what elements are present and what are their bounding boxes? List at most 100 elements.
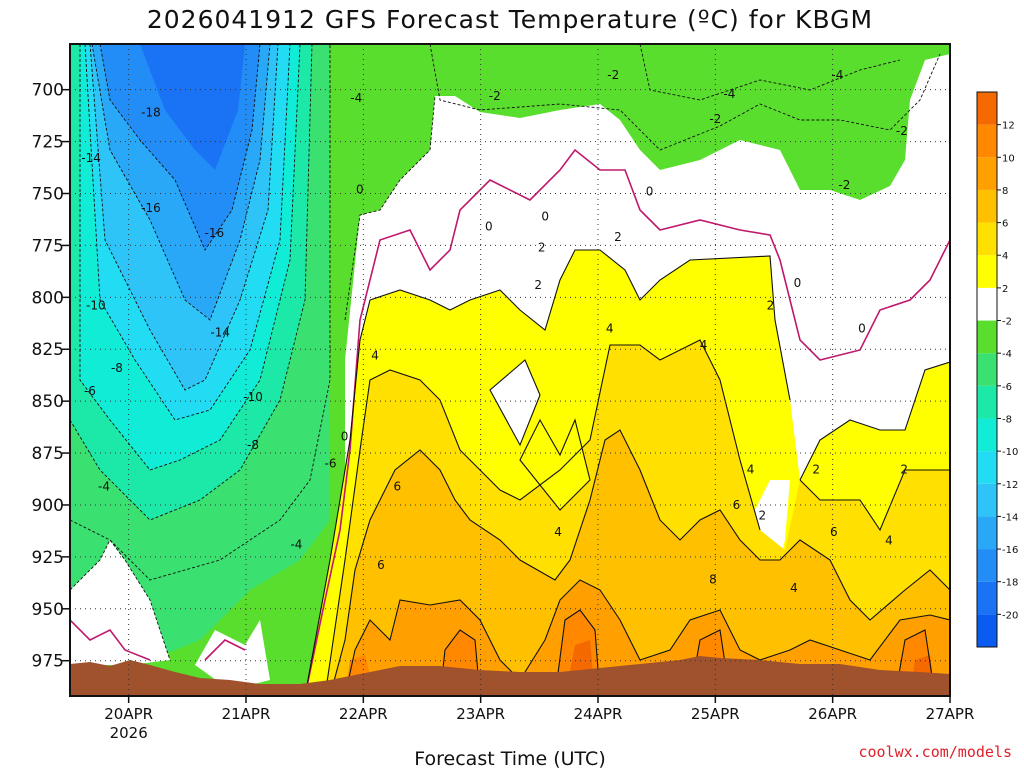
colorbar-tick-label: -10 — [1002, 447, 1018, 458]
x-tick-label: 24APR — [574, 705, 623, 723]
y-tick-label: 875 — [32, 444, 64, 464]
contour-label: -14 — [81, 151, 101, 165]
colorbar-tick-label: 6 — [1002, 219, 1008, 230]
positive-contour-lines — [304, 249, 950, 696]
zero-contour-lines — [70, 148, 950, 696]
contour-label: -4 — [290, 537, 302, 551]
chart-title: 2026041912 GFS Forecast Temperature (ºC)… — [147, 5, 873, 34]
y-tick-label: 750 — [32, 185, 64, 205]
colorbar-tick-label: -4 — [1002, 349, 1012, 360]
y-tick-label: 725 — [32, 133, 64, 153]
contour-label: 8 — [709, 573, 717, 587]
terrain-fill — [70, 656, 950, 696]
colorbar-frame — [976, 91, 998, 648]
contour-label: 2 — [900, 463, 908, 477]
contour-label: 6 — [377, 558, 385, 572]
negative-contour-lines — [70, 44, 941, 661]
contour-label: -14 — [210, 326, 230, 340]
warm-region-fill — [345, 610, 935, 696]
x-tick-label: 27APR — [926, 705, 975, 723]
contour-label: 2 — [534, 278, 542, 292]
plot-frame — [69, 43, 951, 697]
colorbar-swatch — [977, 451, 997, 484]
contour-label: 2 — [767, 299, 775, 313]
contour-label: -4 — [350, 91, 362, 105]
x-tick-label: 22APR — [339, 705, 388, 723]
contour-label: -8 — [111, 361, 123, 375]
colorbar-tick-label: -20 — [1002, 610, 1018, 621]
colorbar-swatch — [977, 124, 997, 158]
colorbar-swatch — [977, 92, 997, 125]
y-tick-label: 850 — [32, 392, 64, 412]
x-tick-label: 21APR — [222, 705, 271, 723]
x-axis-label: Forecast Time (UTC) — [414, 748, 605, 768]
x-tick-label: 25APR — [691, 705, 740, 723]
near-zero-fill — [195, 620, 270, 690]
colorbar-tick-label: -16 — [1002, 545, 1018, 556]
colorbar-swatch — [977, 483, 997, 517]
colorbar-swatch — [977, 222, 997, 256]
colorbar-tick-label: 8 — [1002, 186, 1008, 197]
contour-label: 0 — [485, 220, 493, 234]
contour-label: -4 — [98, 479, 110, 493]
contour-label: 4 — [371, 348, 379, 362]
y-axis: 700 725 750 775 800 825 850 875 900 925 950 975 — [32, 81, 70, 672]
y-tick-label: 825 — [32, 340, 64, 360]
contour-label: -16 — [205, 226, 225, 240]
y-tick-label: 950 — [32, 600, 64, 620]
colorbar-swatch — [977, 418, 997, 452]
colorbar-swatch — [977, 255, 997, 288]
colorbar-tick-label: 10 — [1002, 153, 1015, 164]
colorbar-swatch — [977, 320, 997, 354]
contour-label: 2 — [812, 463, 820, 477]
colorbar-tick-label: -6 — [1002, 382, 1012, 393]
contour-labels: -18-14-16-16-10-14-8-6 -10-8-6-4-2-4-4 -2-… — [81, 68, 908, 595]
contour-label: -2 — [838, 178, 850, 192]
colorbar-swatch — [977, 614, 997, 647]
colorbar-tick-label: -18 — [1002, 578, 1018, 589]
contour-label: 6 — [733, 498, 741, 512]
contour-label: -6 — [84, 384, 96, 398]
colorbar: -20 -18 -16 -14 -12 -10 -8 -6 -4 -2 2 4 6 8 10 12 — [976, 91, 1018, 648]
contour-label: 0 — [341, 429, 349, 443]
contour-label: 0 — [794, 276, 802, 290]
contour-label: -10 — [86, 299, 106, 313]
colorbar-tick-label: -8 — [1002, 414, 1012, 425]
near-zero-fill — [70, 540, 170, 665]
contour-label: 0 — [356, 182, 364, 196]
contour-label: -2 — [709, 112, 721, 126]
contour-label: 4 — [747, 463, 755, 477]
contour-label: -18 — [141, 106, 161, 120]
colorbar-tick-label: 12 — [1002, 121, 1015, 132]
colorbar-tick-label: 2 — [1002, 284, 1008, 295]
contour-label: 4 — [790, 581, 798, 595]
contour-label: -2 — [896, 124, 908, 138]
contour-label: -16 — [141, 201, 161, 215]
colorbar-tick-label: -12 — [1002, 480, 1018, 491]
grid-lines — [70, 44, 950, 696]
contour-label: 4 — [885, 533, 893, 547]
x-tick-sublabel: 2026 — [110, 724, 148, 742]
contour-label: -10 — [243, 390, 263, 404]
y-tick-label: 900 — [32, 496, 64, 516]
x-tick-label: 20APR — [104, 705, 153, 723]
colorbar-swatch — [977, 157, 997, 190]
contour-label: 0 — [858, 321, 866, 335]
colorbar-swatch — [977, 516, 997, 550]
contour-label: -4 — [831, 68, 843, 82]
colorbar-swatch — [977, 385, 997, 419]
colorbar-swatch — [977, 189, 997, 223]
contour-label: 0 — [541, 209, 549, 223]
contour-label: 2 — [758, 508, 766, 522]
colorbar-swatch — [977, 287, 997, 321]
y-tick-label: 700 — [32, 81, 64, 101]
x-tick-label: 26APR — [808, 705, 857, 723]
colorbar-swatch — [977, 549, 997, 582]
y-tick-label: 775 — [32, 236, 64, 256]
contour-label: -6 — [324, 456, 336, 470]
colorbar-tick-label: 4 — [1002, 251, 1008, 262]
below-four-notch — [520, 420, 590, 510]
contour-label: 4 — [606, 321, 614, 335]
